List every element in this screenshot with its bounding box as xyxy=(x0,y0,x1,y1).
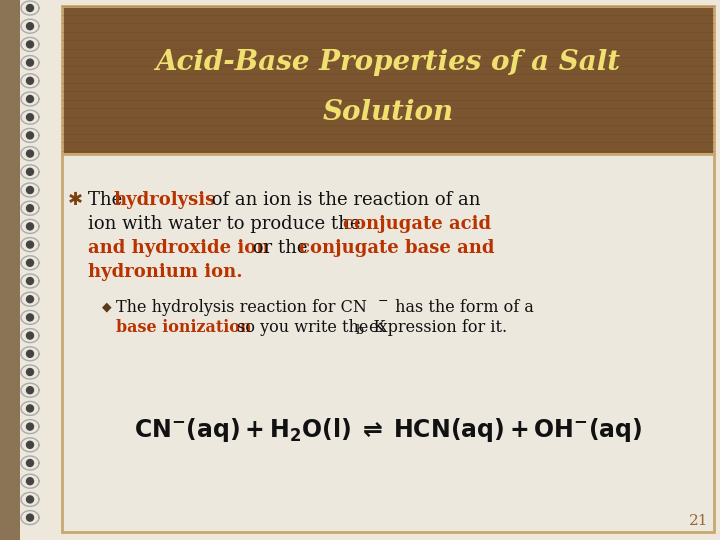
Circle shape xyxy=(27,332,34,339)
Text: so you write the K: so you write the K xyxy=(232,319,385,335)
Text: ◆: ◆ xyxy=(102,300,112,314)
Text: of an ion is the reaction of an: of an ion is the reaction of an xyxy=(206,191,480,209)
Circle shape xyxy=(27,441,34,448)
Circle shape xyxy=(27,368,34,375)
Circle shape xyxy=(27,41,34,48)
Circle shape xyxy=(27,259,34,266)
Text: The: The xyxy=(88,191,128,209)
Text: conjugate acid: conjugate acid xyxy=(343,215,491,233)
Text: ✱: ✱ xyxy=(68,191,83,209)
Circle shape xyxy=(27,387,34,394)
Text: has the form of a: has the form of a xyxy=(390,299,534,315)
Text: −: − xyxy=(378,294,389,307)
FancyBboxPatch shape xyxy=(62,6,714,154)
Circle shape xyxy=(27,132,34,139)
Text: $\mathbf{CN^{-}(aq) + H_2O(l)}$$\;\mathbf{\rightleftharpoons}\;$$\mathbf{HCN(aq): $\mathbf{CN^{-}(aq) + H_2O(l)}$$\;\mathb… xyxy=(134,416,642,444)
Circle shape xyxy=(27,278,34,285)
Circle shape xyxy=(27,314,34,321)
Circle shape xyxy=(27,4,34,11)
Circle shape xyxy=(27,423,34,430)
Circle shape xyxy=(27,496,34,503)
Circle shape xyxy=(27,96,34,103)
Text: Acid-Base Properties of a Salt: Acid-Base Properties of a Salt xyxy=(156,49,621,76)
Text: and hydroxide ion: and hydroxide ion xyxy=(88,239,269,257)
Circle shape xyxy=(27,114,34,121)
Text: b: b xyxy=(356,325,364,338)
FancyBboxPatch shape xyxy=(0,0,20,540)
Text: or the: or the xyxy=(247,239,313,257)
Text: base ionization: base ionization xyxy=(116,319,251,335)
Circle shape xyxy=(27,241,34,248)
Text: ion with water to produce the: ion with water to produce the xyxy=(88,215,366,233)
Text: hydrolysis: hydrolysis xyxy=(113,191,215,209)
Circle shape xyxy=(27,350,34,357)
Circle shape xyxy=(27,77,34,84)
FancyBboxPatch shape xyxy=(62,154,714,532)
Circle shape xyxy=(27,23,34,30)
Text: Solution: Solution xyxy=(323,98,454,125)
Circle shape xyxy=(27,405,34,412)
Circle shape xyxy=(27,460,34,467)
Circle shape xyxy=(27,514,34,521)
Text: 21: 21 xyxy=(688,514,708,528)
Circle shape xyxy=(27,296,34,303)
Text: expression for it.: expression for it. xyxy=(364,319,507,335)
Circle shape xyxy=(27,478,34,485)
Circle shape xyxy=(27,150,34,157)
Text: conjugate base and: conjugate base and xyxy=(299,239,495,257)
Circle shape xyxy=(27,59,34,66)
Circle shape xyxy=(27,186,34,193)
Text: hydronium ion.: hydronium ion. xyxy=(88,263,243,281)
Circle shape xyxy=(27,205,34,212)
Text: The hydrolysis reaction for CN: The hydrolysis reaction for CN xyxy=(116,299,367,315)
Circle shape xyxy=(27,168,34,176)
Circle shape xyxy=(27,223,34,230)
